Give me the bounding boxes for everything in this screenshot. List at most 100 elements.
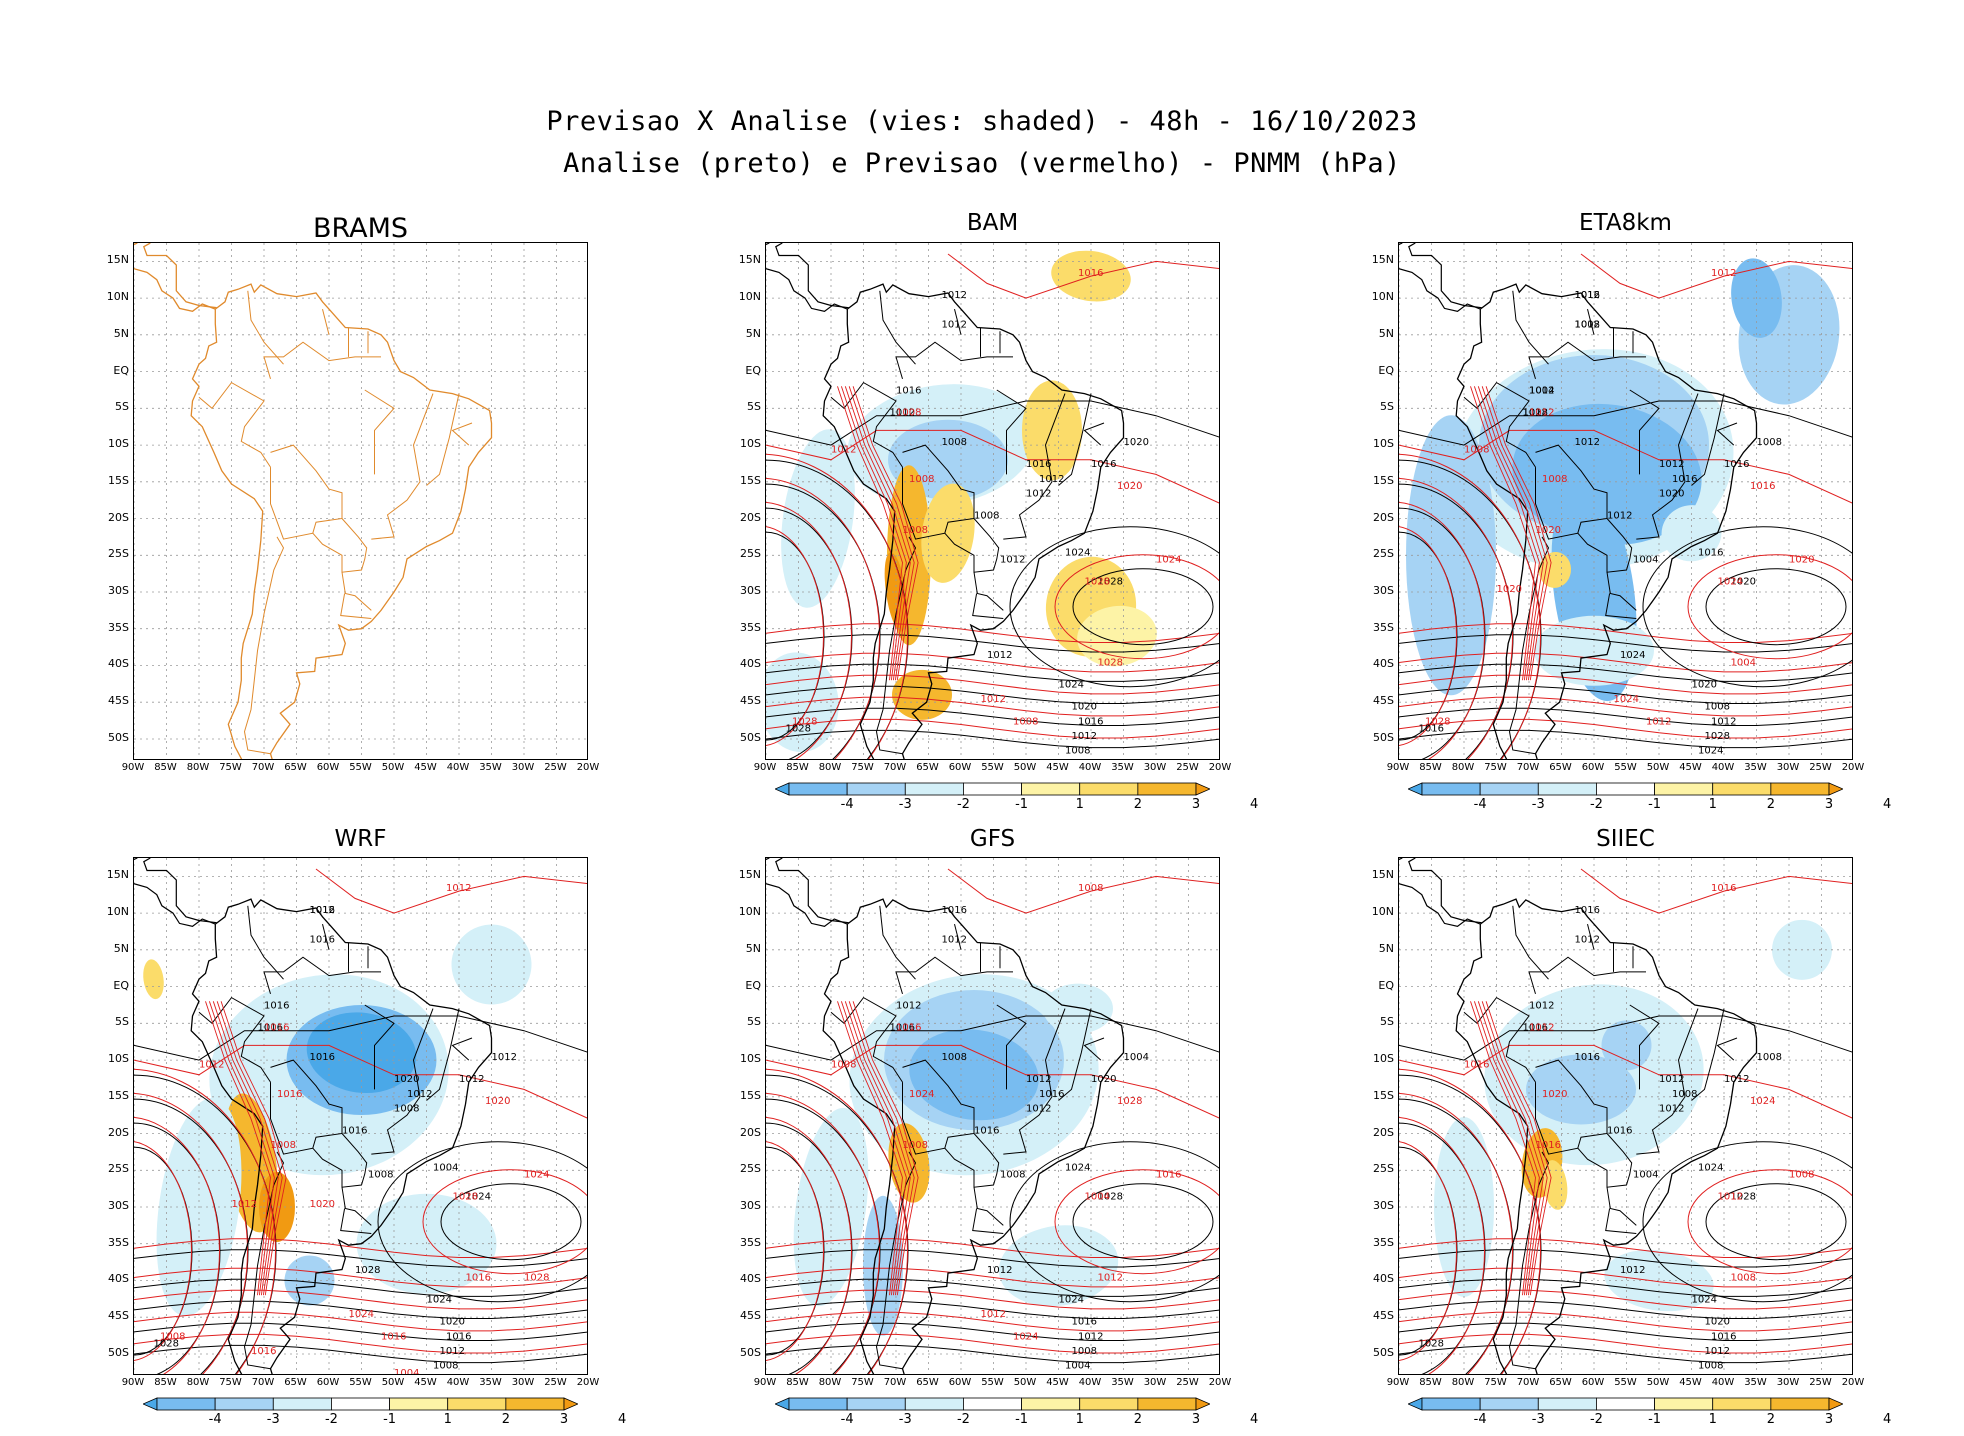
isobar-label-analysis: 1024 bbox=[1065, 1162, 1090, 1173]
isobar-label-analysis: 1012 bbox=[1529, 1001, 1554, 1012]
isobar-label-analysis: 1020 bbox=[1659, 488, 1684, 499]
colorbar-swatch bbox=[1195, 1397, 1210, 1411]
lat-tick-label: 15S bbox=[1373, 473, 1394, 487]
lat-tick-label: 50S bbox=[1373, 730, 1394, 744]
isobar-label-forecast: 1016 bbox=[1464, 1059, 1489, 1070]
colorbar-gfs bbox=[775, 1397, 1210, 1411]
lon-tick-label: 75W bbox=[219, 762, 242, 773]
isobar-label-analysis: 1012 bbox=[440, 1346, 465, 1357]
isobar-label-analysis: 1016 bbox=[1607, 1126, 1632, 1137]
colorbar-tick-label: 2 bbox=[1133, 1412, 1142, 1427]
lon-tick-label: 65W bbox=[284, 762, 307, 773]
lat-tick-label: 25S bbox=[108, 547, 129, 561]
isobar-label-analysis: 1016 bbox=[1072, 1317, 1097, 1328]
lat-tick-label: 30S bbox=[740, 584, 761, 597]
lat-tick-label: 5N bbox=[1378, 941, 1394, 955]
lat-tick-label: 10N bbox=[738, 290, 761, 304]
lon-tick-label: 20W bbox=[576, 1377, 600, 1388]
colorbar-swatch bbox=[1596, 782, 1655, 796]
isobar-label-analysis: 1012 bbox=[942, 290, 967, 301]
isobar-label-analysis: 1024 bbox=[1698, 746, 1723, 757]
isobar-label-forecast: 1008 bbox=[1464, 444, 1489, 455]
isobar-label-analysis: 1012 bbox=[1039, 474, 1064, 485]
lat-tick-label: 10S bbox=[740, 437, 761, 451]
lon-tick-label: 25W bbox=[544, 1377, 567, 1388]
lon-tick-label: 80W bbox=[1451, 762, 1475, 773]
isobar-label-analysis: 1004 bbox=[1124, 1052, 1149, 1063]
colorbar-swatch bbox=[1421, 782, 1481, 796]
isobar-label-analysis: 1024 bbox=[1059, 680, 1084, 691]
isobar-label-forecast: 1028 bbox=[792, 716, 817, 727]
isobar-label-forecast: 1008 bbox=[1078, 883, 1103, 894]
isobar-label-analysis: 1016 bbox=[264, 1001, 289, 1012]
isobar-label-analysis: 1016 bbox=[310, 934, 335, 945]
lon-tick-label: 20W bbox=[1841, 1377, 1865, 1388]
isobar-label-analysis: 1012 bbox=[1607, 511, 1632, 522]
lat-tick-label: 10N bbox=[106, 290, 129, 304]
panel-title-siiec: SIIEC bbox=[1596, 826, 1655, 852]
lon-tick-label: 40W bbox=[446, 762, 470, 773]
isobar-label-forecast: 1012 bbox=[1711, 268, 1736, 279]
isobar-label-analysis: 1012 bbox=[1026, 1103, 1051, 1114]
lon-tick-label: 90W bbox=[753, 1377, 777, 1388]
colorbar-tick-label: -3 bbox=[266, 1412, 280, 1427]
isobar-label-forecast: 1012 bbox=[831, 444, 856, 455]
isobar-label-forecast: 1028 bbox=[1425, 716, 1450, 727]
isobar-label-analysis: 1024 bbox=[1065, 547, 1090, 558]
isobar-label-analysis: 1008 bbox=[394, 1103, 419, 1114]
lat-tick-label: EQ bbox=[745, 363, 761, 377]
lon-tick-label: 85W bbox=[1419, 762, 1442, 773]
colorbar-tick-label: -2 bbox=[1589, 1412, 1603, 1427]
isobar-label-analysis: 1008 bbox=[1757, 437, 1782, 448]
isobar-label-forecast: 1004 bbox=[1731, 657, 1756, 668]
lon-tick-label: 80W bbox=[186, 1377, 210, 1388]
bias-shade bbox=[1661, 505, 1722, 562]
lon-tick-label: 35W bbox=[1111, 1377, 1134, 1388]
isobar-label-analysis: 1016 bbox=[310, 905, 335, 916]
isobar-label-forecast: 1008 bbox=[1542, 474, 1567, 485]
lat-tick-label: 5S bbox=[115, 400, 129, 414]
lon-tick-label: 20W bbox=[1841, 762, 1865, 773]
colorbar-swatch bbox=[1770, 782, 1830, 796]
map-siiec: 1016 1012 1012 1016 1016 1012 1008 1012 1012 1016… bbox=[1398, 857, 1853, 1375]
colorbar-swatch bbox=[1021, 1397, 1081, 1411]
colorbar-swatch bbox=[505, 1397, 565, 1411]
isobar-label-analysis: 1012 bbox=[1523, 408, 1548, 419]
lon-tick-label: 50W bbox=[1013, 762, 1037, 773]
isobar-label-analysis: 1012 bbox=[1026, 1074, 1051, 1085]
lat-tick-label: 15N bbox=[738, 868, 761, 882]
isobar-label-analysis: 1016 bbox=[1711, 1331, 1736, 1342]
isobar-label-analysis: 1028 bbox=[1523, 408, 1548, 419]
isobar-label-analysis: 1016 bbox=[1078, 716, 1103, 727]
lon-tick-label: 75W bbox=[851, 762, 874, 773]
bias-shade bbox=[1542, 1160, 1568, 1210]
colorbar-swatch bbox=[389, 1397, 449, 1411]
colorbar-swatch bbox=[1712, 782, 1772, 796]
colorbar-tick-label: -3 bbox=[1531, 1412, 1545, 1427]
isobar-label-analysis: 1012 bbox=[1724, 1074, 1749, 1085]
lon-tick-label: 55W bbox=[349, 762, 372, 773]
isobar-label-analysis: 1028 bbox=[1705, 731, 1730, 742]
lon-tick-label: 85W bbox=[154, 1377, 177, 1388]
isobar-label-analysis: 1012 bbox=[1620, 1265, 1645, 1276]
lat-tick-label: 5S bbox=[747, 1015, 761, 1029]
lat-tick-label: 15N bbox=[1371, 868, 1394, 882]
lon-tick-label: 70W bbox=[251, 762, 275, 773]
isobar-label-analysis: 1012 bbox=[1575, 319, 1600, 330]
lat-tick-label: 35S bbox=[1373, 1235, 1394, 1249]
lat-tick-label: 5N bbox=[113, 941, 129, 955]
colorbar-wrf bbox=[143, 1397, 578, 1411]
map-canvas-brams bbox=[134, 243, 587, 759]
lat-tick-label: 20S bbox=[108, 510, 129, 524]
colorbar-tick-label: -4 bbox=[840, 1412, 854, 1427]
lon-tick-label: 35W bbox=[1111, 762, 1134, 773]
colorbar-swatch bbox=[1079, 1397, 1139, 1411]
isobar-label-forecast: 1012 bbox=[446, 883, 471, 894]
colorbar-swatch bbox=[1021, 782, 1081, 796]
colorbar-swatch bbox=[1712, 1397, 1772, 1411]
lat-tick-label: 20S bbox=[740, 510, 761, 524]
isobar-label-analysis: 1016 bbox=[310, 1052, 335, 1063]
colorbar-swatch bbox=[563, 1397, 578, 1411]
colorbar-tick-label: 2 bbox=[1133, 797, 1142, 812]
lon-tick-label: 45W bbox=[1046, 1377, 1069, 1388]
